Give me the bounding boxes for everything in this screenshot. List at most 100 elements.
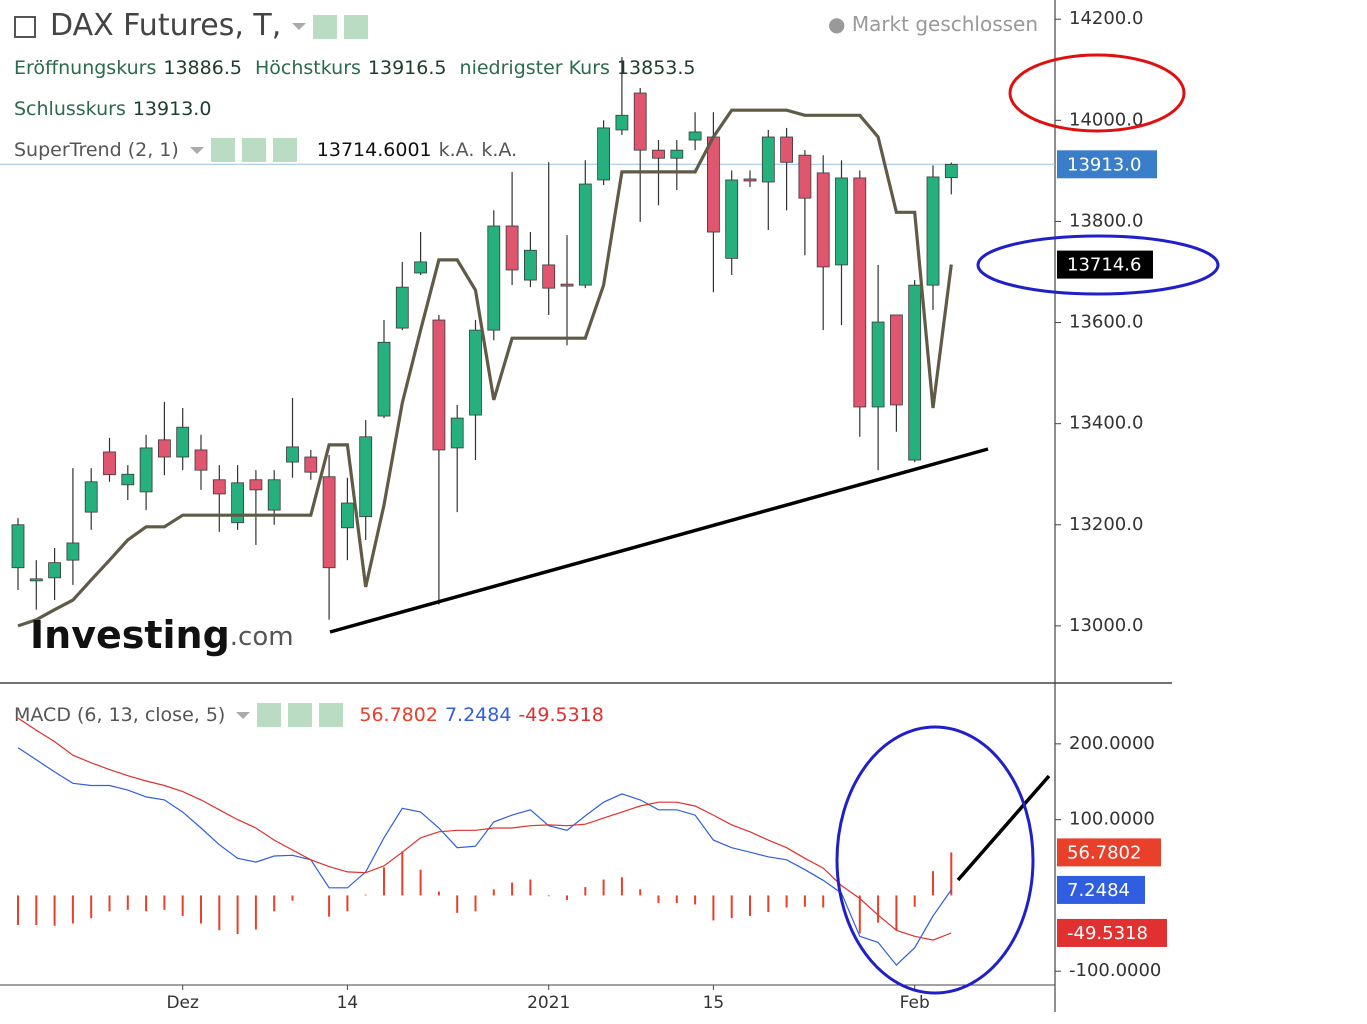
candle-body [84,481,98,513]
candle-body [798,154,812,199]
candle-body [816,172,830,268]
histogram-bar [767,895,770,913]
histogram-bar [35,895,38,925]
candle-body [469,329,482,416]
y-tick-label: -100.0000 [1069,960,1161,981]
histogram-bar [456,895,459,913]
candle-body [542,264,556,289]
candle-body [670,149,684,159]
histogram-bar [163,895,166,910]
dropdown[interactable] [292,23,307,30]
close-icon[interactable] [319,703,344,727]
histogram-bar [71,895,74,924]
candle-body [560,283,574,287]
histogram-bar [383,867,385,896]
indicator-name: SuperTrend (2, 1) [14,138,179,161]
eye-icon[interactable] [210,138,235,162]
histogram-bar [730,895,733,919]
candle-body [853,177,867,408]
ohlc-value: 13853.5 [616,57,696,79]
macd-header-value: 7.2484 [444,703,512,726]
histogram-bar [712,895,715,921]
price-tag [1057,150,1157,179]
histogram-bar [895,895,898,931]
dropdown[interactable] [189,146,204,154]
histogram-bar [474,895,477,912]
histogram-bar [529,879,532,896]
histogram-bar [932,871,934,896]
histogram-bar [803,895,806,907]
candle-body [395,286,409,329]
candle-body [176,426,190,458]
macd-line [17,747,952,966]
eye-icon[interactable] [257,703,282,727]
ohlc-legend: Eröffnungskurs 13886.5 Höchstkurs 13916.5 … [14,57,703,79]
gear-icon[interactable] [344,14,369,39]
plot: 13000.0 13200.0 13400.0 13600.0 13800.0 14000… [0,8,1167,1013]
price-tag-label: 13913.0 [1067,154,1141,175]
dropdown[interactable] [236,711,251,719]
histogram-bar [254,895,257,930]
ohlc-name: Eröffnungskurs [14,57,157,79]
gear-icon[interactable] [288,703,313,727]
candle-body [66,542,80,561]
histogram-bar [437,891,440,896]
candle-body [688,131,702,141]
close-icon[interactable] [272,138,297,162]
histogram-bar [511,882,514,896]
ohlc-name: Schlusskurs [14,98,126,120]
candle-body [707,136,720,233]
x-tick-label: 2021 [527,993,570,1013]
collapse-icon[interactable] [14,15,36,38]
price-tag [1057,250,1153,279]
gear-icon[interactable] [241,138,266,162]
candle-body [578,183,592,286]
eye-icon[interactable] [313,14,338,39]
highlight-ellipse [1008,53,1186,133]
candle-body [524,249,537,281]
candle-body [322,476,336,569]
candle-body [212,479,226,495]
histogram-bar [200,895,202,924]
x-tick-label: 15 [703,993,725,1013]
title-row: DAX Futures, T, [14,8,375,43]
macd-legend: MACD (6, 13, close, 5) 56.7802 7.2484 -49.5… [14,703,611,727]
y-tick-label: 13800.0 [1069,210,1143,231]
candle-body [267,479,281,511]
y-tick-label: 200.0000 [1069,733,1155,754]
histogram-bar [785,895,788,908]
ohlc-value: 13886.5 [163,57,242,79]
candle-body [359,436,373,518]
status: ● Markt geschlossen [828,12,1039,36]
watermark: Investing.com [30,613,294,657]
candle-body [615,114,629,131]
ohlc-value: 13916.5 [367,57,447,79]
candle-body [157,439,171,458]
price-tag-label: 13714.6 [1067,255,1141,276]
macd-header-value: 56.7802 [359,703,438,726]
histogram-bar [749,895,751,916]
indicator-status: k.A. [481,138,518,161]
histogram-bar [401,851,404,896]
candle-body [340,502,354,529]
macd-header-value: -49.5318 [518,703,604,726]
histogram-bar [291,895,294,901]
histogram-bar [913,895,916,907]
price-tag-label: 7.2484 [1067,880,1130,901]
candle-body [725,179,739,259]
candle-body [487,225,501,331]
candle-body [633,92,647,151]
watermark-suffix: .com [230,622,294,652]
histogram-bar [236,895,239,935]
y-tick-label: 13000.0 [1069,615,1143,636]
price-tag [1057,918,1167,947]
ohlc-name: niedrigster Kurs [459,57,610,79]
trend-line [956,774,1051,882]
candle-body [780,136,793,163]
candle-body [29,578,43,582]
x-tick-label: 14 [337,993,359,1013]
highlight-ellipse [835,725,1035,995]
x-tick-label: Feb [900,993,930,1013]
histogram-bar [694,895,697,905]
